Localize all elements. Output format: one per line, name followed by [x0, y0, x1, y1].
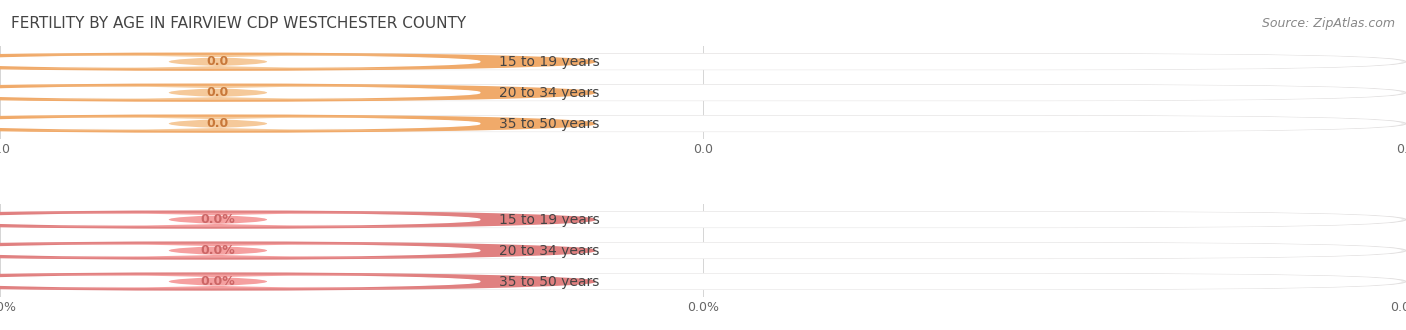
Text: 20 to 34 years: 20 to 34 years [499, 86, 599, 100]
FancyBboxPatch shape [0, 213, 478, 226]
FancyBboxPatch shape [4, 54, 1402, 70]
Text: 0.0: 0.0 [207, 86, 229, 99]
Text: 20 to 34 years: 20 to 34 years [499, 244, 599, 257]
FancyBboxPatch shape [0, 274, 1406, 289]
Circle shape [0, 115, 595, 132]
Text: 0.0: 0.0 [207, 55, 229, 68]
Text: 0.0%: 0.0% [201, 244, 235, 257]
FancyBboxPatch shape [0, 212, 1406, 228]
Text: FERTILITY BY AGE IN FAIRVIEW CDP WESTCHESTER COUNTY: FERTILITY BY AGE IN FAIRVIEW CDP WESTCHE… [11, 16, 467, 31]
Text: 0.0%: 0.0% [201, 213, 235, 226]
Circle shape [0, 118, 479, 129]
FancyBboxPatch shape [0, 115, 1406, 132]
FancyBboxPatch shape [4, 115, 1402, 132]
Text: Source: ZipAtlas.com: Source: ZipAtlas.com [1261, 16, 1395, 29]
FancyBboxPatch shape [0, 86, 478, 99]
FancyBboxPatch shape [4, 212, 1402, 228]
FancyBboxPatch shape [4, 243, 1402, 258]
Text: 0.0%: 0.0% [201, 275, 235, 288]
FancyBboxPatch shape [0, 54, 1406, 70]
Text: 15 to 19 years: 15 to 19 years [499, 55, 600, 69]
Text: 35 to 50 years: 35 to 50 years [499, 116, 599, 131]
Circle shape [0, 56, 479, 68]
Circle shape [0, 84, 595, 101]
Text: 15 to 19 years: 15 to 19 years [499, 213, 600, 227]
FancyBboxPatch shape [0, 55, 478, 69]
FancyBboxPatch shape [4, 274, 1402, 289]
Circle shape [0, 214, 479, 225]
Circle shape [0, 242, 595, 259]
FancyBboxPatch shape [0, 243, 1406, 259]
Circle shape [0, 211, 595, 228]
FancyBboxPatch shape [0, 84, 1406, 101]
Circle shape [0, 276, 479, 287]
Text: 0.0: 0.0 [207, 117, 229, 130]
Circle shape [0, 87, 479, 99]
Circle shape [0, 53, 595, 70]
Circle shape [0, 245, 479, 256]
FancyBboxPatch shape [0, 275, 478, 288]
Circle shape [0, 273, 595, 290]
FancyBboxPatch shape [0, 117, 478, 130]
Text: 35 to 50 years: 35 to 50 years [499, 275, 599, 288]
FancyBboxPatch shape [4, 85, 1402, 101]
FancyBboxPatch shape [0, 244, 478, 257]
